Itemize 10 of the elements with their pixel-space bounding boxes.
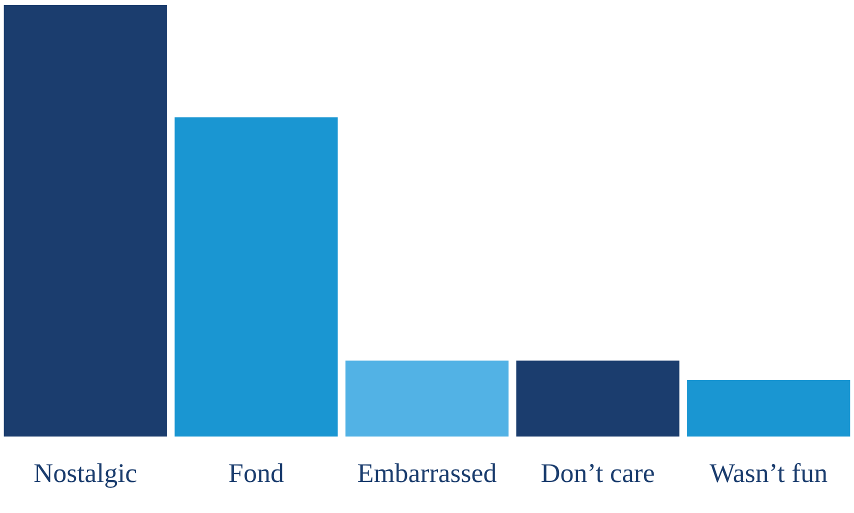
bar	[345, 360, 509, 437]
bar	[687, 380, 850, 437]
x-tick-label: Fond	[228, 458, 284, 488]
bar	[4, 5, 167, 437]
x-tick-label: Nostalgic	[34, 458, 138, 488]
bar	[174, 117, 338, 437]
x-tick-label: Embarrassed	[357, 458, 498, 488]
x-tick-label: Don’t care	[540, 458, 655, 488]
x-tick-label: Wasn’t fun	[710, 458, 828, 488]
bar	[516, 360, 680, 437]
